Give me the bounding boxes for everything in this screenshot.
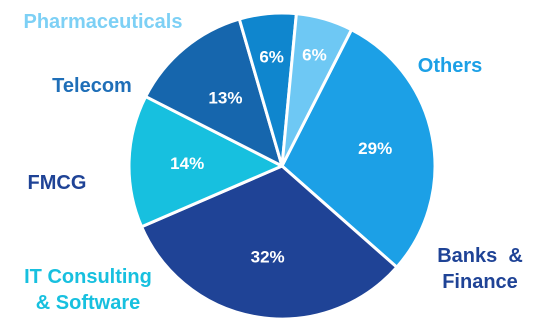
category-label-it-consulting-software: IT Consulting & Software bbox=[24, 266, 152, 314]
category-label-line: FMCG bbox=[28, 172, 87, 194]
percent-label-it-consulting-software: 14% bbox=[170, 154, 204, 173]
category-label-banks-finance: Banks & Finance bbox=[437, 245, 523, 293]
slice-banks-finance bbox=[140, 164, 399, 321]
category-label-line: Others bbox=[418, 55, 482, 77]
percent-label-fmcg: 13% bbox=[208, 89, 242, 108]
percent-labels: 29% 32% 14% 13% 6% 6% bbox=[170, 45, 392, 266]
category-label-line: IT Consulting bbox=[24, 266, 152, 288]
slice-fmcg bbox=[144, 17, 284, 168]
percent-label-telecom: 6% bbox=[259, 47, 284, 66]
percent-label-banks-finance: 32% bbox=[251, 248, 285, 267]
category-labels: Others Banks & Finance IT Consulting & Softw… bbox=[24, 11, 523, 314]
percent-label-pharmaceuticals: 6% bbox=[302, 45, 327, 64]
percent-label-others: 29% bbox=[358, 139, 392, 158]
category-label-line: Finance bbox=[442, 271, 518, 293]
category-label-line: Telecom bbox=[52, 75, 132, 97]
category-label-others: Others bbox=[418, 55, 482, 77]
category-label-pharmaceuticals: Pharmaceuticals bbox=[24, 11, 183, 33]
pie-slices bbox=[127, 11, 437, 321]
category-label-fmcg: FMCG bbox=[28, 172, 87, 194]
slice-pharmaceuticals bbox=[280, 12, 353, 168]
slice-others bbox=[280, 28, 437, 269]
category-label-line: & Software bbox=[36, 292, 140, 314]
slice-it-consulting-software bbox=[127, 95, 284, 229]
category-label-telecom: Telecom bbox=[52, 75, 132, 97]
category-label-line: Pharmaceuticals bbox=[24, 11, 183, 33]
category-label-line: Banks & bbox=[437, 245, 523, 267]
